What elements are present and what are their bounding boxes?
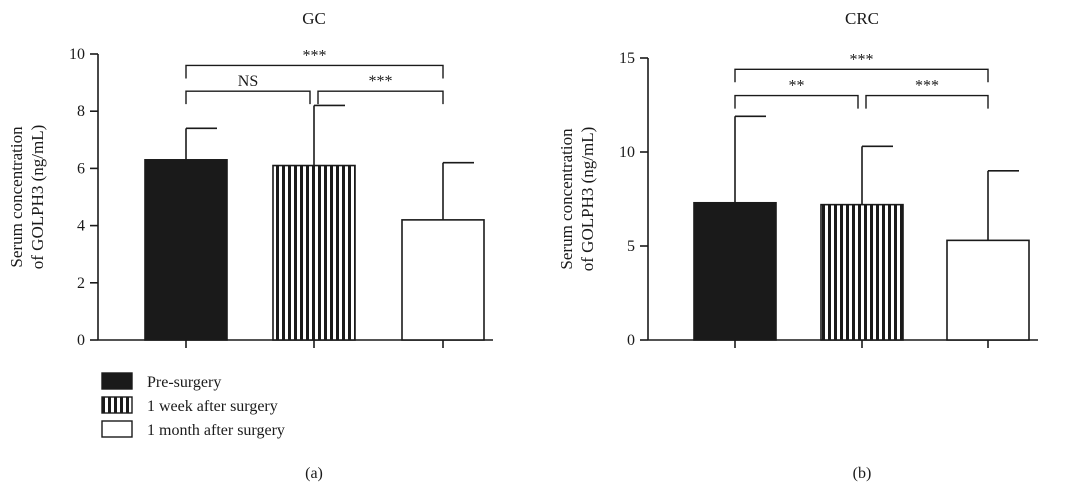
y-tick-label: 2 [77, 275, 85, 292]
panel-letter: (a) [305, 465, 323, 482]
significance-bracket [317, 90, 444, 105]
panel-gc: GC Serum concentration of GOLPH3 (ng/mL) 0 2… [7, 9, 493, 482]
significance-bracket [185, 64, 444, 79]
bar [820, 203, 904, 341]
significance-label: *** [850, 51, 874, 68]
bar [144, 159, 228, 341]
significance-label: *** [915, 78, 939, 95]
y-axis-label-line: Serum concentration [557, 128, 576, 270]
legend-swatch [101, 372, 133, 390]
y-tick-label: 10 [619, 144, 635, 161]
chart-title: GC [302, 9, 326, 28]
y-axis-label: Serum concentration of GOLPH3 (ng/mL) [557, 127, 597, 271]
y-axis-label-line: of GOLPH3 (ng/mL) [28, 125, 47, 269]
legend-label: Pre-surgery [147, 374, 221, 391]
significance-bracket [734, 94, 859, 109]
y-axis-label: Serum concentration of GOLPH3 (ng/mL) [7, 125, 47, 269]
bar [272, 164, 356, 341]
y-tick-label: 8 [77, 103, 85, 120]
significance-bracket [865, 94, 989, 109]
significance-label: *** [303, 47, 327, 64]
significance-bracket [734, 68, 989, 83]
y-tick-label: 0 [77, 332, 85, 349]
panel-crc: CRC Serum concentration of GOLPH3 (ng/mL) 0… [557, 9, 1038, 482]
legend-label: 1 month after surgery [147, 422, 285, 439]
y-tick-label: 0 [627, 332, 635, 349]
bar [693, 201, 777, 341]
legend-swatch [101, 420, 133, 438]
y-tick-label: 6 [77, 160, 85, 177]
y-tick-label: 15 [619, 50, 635, 67]
y-tick-label: 4 [77, 218, 85, 235]
significance-label: *** [369, 73, 393, 90]
legend: Pre-surgery 1 week after surgery 1 month a… [101, 372, 285, 439]
y-axis-label-line: of GOLPH3 (ng/mL) [578, 127, 597, 271]
legend-swatch [101, 396, 133, 414]
significance-bracket [185, 90, 311, 105]
y-tick-label: 10 [69, 46, 85, 63]
significance-label: NS [238, 73, 258, 90]
y-tick-label: 5 [627, 238, 635, 255]
bar [401, 219, 485, 341]
significance-label: ** [789, 78, 805, 95]
bar [946, 239, 1030, 341]
chart-title: CRC [845, 9, 879, 28]
panel-letter: (b) [853, 465, 872, 482]
y-axis-label-line: Serum concentration [7, 126, 26, 268]
legend-label: 1 week after surgery [147, 398, 278, 415]
